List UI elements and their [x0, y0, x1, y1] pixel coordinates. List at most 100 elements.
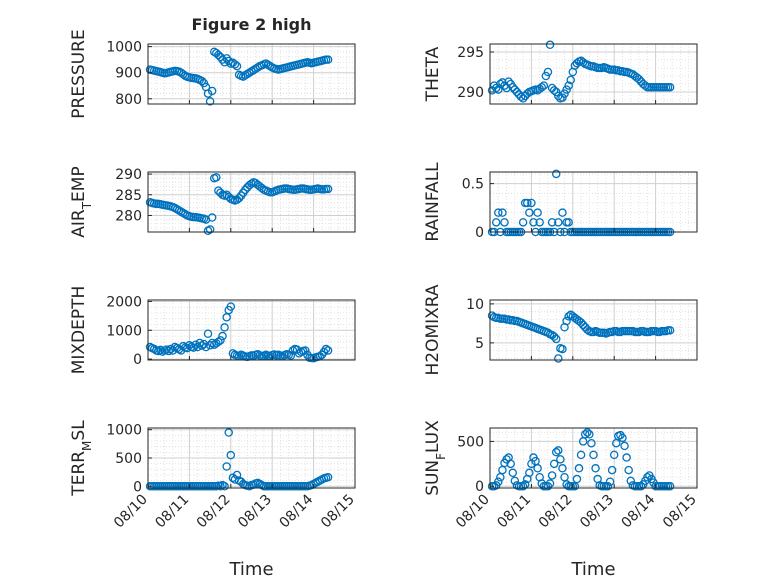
data-point	[508, 82, 518, 92]
data-point	[197, 76, 207, 86]
data-point	[609, 450, 619, 460]
y-label-part: EMP	[69, 166, 89, 202]
y-tick-label: 0.5	[462, 177, 484, 193]
axes-box	[489, 427, 698, 489]
data-point	[643, 473, 652, 482]
y-axis-label: MIXDEPTH	[69, 286, 89, 375]
data-point	[263, 60, 273, 70]
data-point	[607, 465, 617, 475]
data-point	[560, 89, 569, 98]
data-point	[525, 208, 534, 217]
axes-background	[490, 172, 697, 232]
data-point	[216, 336, 225, 345]
data-point	[238, 72, 248, 81]
x-tick-label: 08/13	[577, 492, 617, 532]
y-tick-label: 800	[115, 92, 142, 108]
data-point	[487, 86, 497, 95]
data-point	[203, 89, 213, 98]
data-point	[641, 81, 650, 90]
y-tick-label: 0	[475, 479, 484, 495]
data-point	[222, 462, 231, 471]
data-point	[636, 481, 646, 491]
subplot-1: 800 900 1000 PRESSURE Figure 2 high	[69, 15, 356, 119]
data-point	[554, 218, 563, 227]
data-point	[496, 79, 505, 89]
data-point	[539, 81, 549, 90]
y-axis-label: TERRMSL	[69, 420, 94, 497]
data-point	[286, 351, 296, 360]
data-point	[562, 316, 571, 326]
data-point	[529, 218, 538, 227]
y-axis-label: H2OMIXRA	[423, 284, 443, 375]
data-point	[547, 471, 557, 480]
data-point	[234, 193, 244, 203]
data-point	[564, 312, 573, 321]
data-point	[494, 208, 503, 217]
data-point	[323, 55, 333, 64]
data-point	[230, 60, 240, 69]
data-point	[224, 428, 233, 437]
data-point	[554, 354, 563, 363]
data-point	[626, 476, 636, 486]
data-point	[554, 446, 563, 455]
data-point	[207, 86, 217, 96]
data-point	[583, 428, 592, 437]
data-point	[226, 450, 236, 460]
data-point	[556, 455, 565, 464]
x-axis-label: Time	[570, 559, 615, 580]
data-point	[205, 97, 215, 106]
data-point	[591, 464, 600, 473]
data-point	[214, 337, 223, 347]
data-point	[558, 464, 567, 473]
data-point	[491, 218, 501, 227]
subplot-8: 0 500 08/10 08/11 08/12 08/13 08/14 08/15 Time SU…	[423, 420, 700, 580]
data-point	[665, 82, 675, 92]
data-point	[558, 208, 567, 217]
y-tick-label: 900	[115, 66, 142, 82]
x-tick-label: 08/10	[111, 492, 151, 532]
data-point	[214, 50, 223, 60]
data-point	[323, 346, 333, 355]
data-point	[197, 341, 207, 350]
data-point	[504, 77, 513, 86]
data-point	[622, 453, 631, 462]
data-point	[572, 58, 582, 68]
data-point	[618, 433, 627, 443]
data-point	[620, 441, 629, 451]
data-point	[494, 85, 503, 94]
subplot-5: 0 1000 2000 MIXDEPTH	[69, 286, 356, 375]
data-point	[191, 340, 200, 349]
data-point	[164, 346, 173, 356]
data-point	[518, 481, 528, 491]
data-point	[551, 334, 561, 344]
data-point	[512, 87, 522, 97]
data-point	[494, 477, 503, 486]
data-point	[624, 465, 633, 475]
data-point	[220, 323, 229, 332]
data-point	[156, 345, 165, 355]
data-point	[533, 208, 542, 217]
y-tick-label: 5	[475, 336, 484, 352]
data-point	[572, 474, 582, 484]
data-point	[566, 75, 575, 85]
axes-background	[148, 172, 355, 232]
data-point	[251, 64, 260, 74]
data-point	[541, 71, 551, 81]
axes-box	[147, 43, 356, 105]
data-point	[523, 198, 532, 208]
data-point	[558, 344, 567, 354]
y-tick-label: 295	[457, 45, 484, 61]
data-point	[549, 86, 559, 95]
data-point	[185, 341, 194, 350]
data-point	[527, 198, 536, 208]
data-point	[243, 69, 252, 79]
axes-box	[489, 43, 698, 105]
y-tick-label: 285	[115, 188, 142, 204]
data-point	[207, 338, 217, 348]
data-point	[585, 430, 594, 439]
x-tick-label: 08/15	[318, 492, 358, 532]
y-tick-label: 1000	[106, 323, 142, 339]
data-point	[537, 82, 547, 92]
data-point	[589, 450, 598, 460]
